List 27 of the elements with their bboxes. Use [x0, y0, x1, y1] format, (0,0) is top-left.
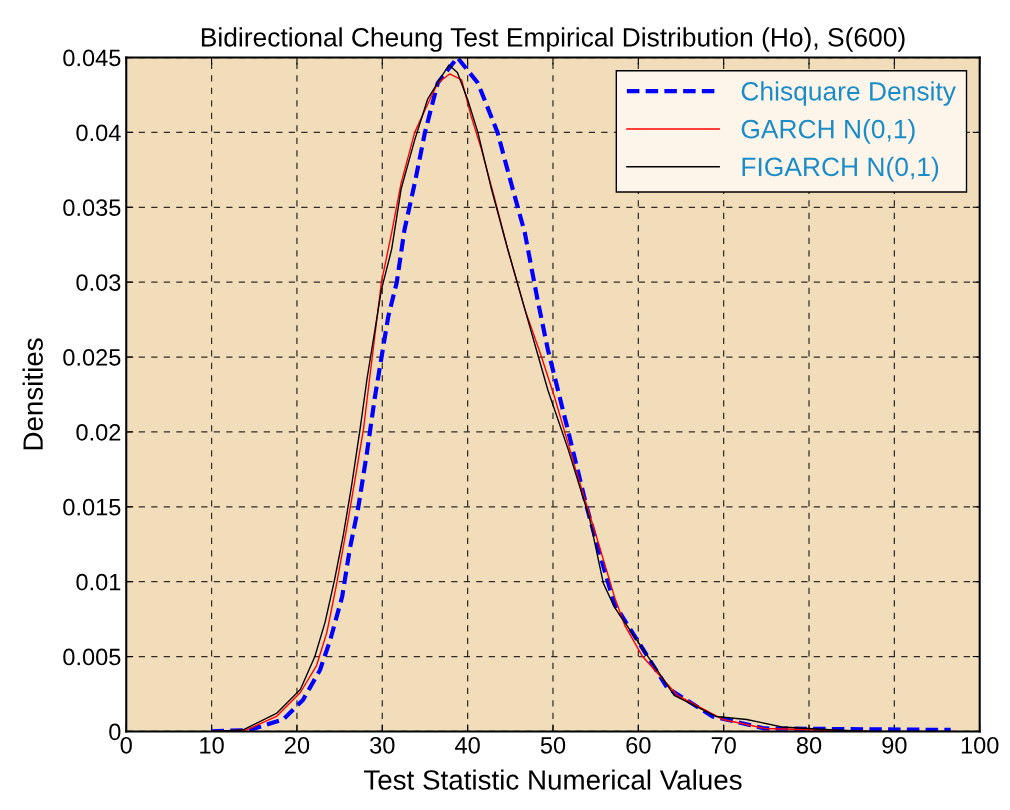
y-tick-label: 0.025	[63, 349, 121, 366]
legend-label: Chisquare Density	[741, 81, 956, 106]
y-tick-label: 0.015	[63, 498, 121, 516]
legend-label: GARCH N(0,1)	[741, 119, 915, 144]
x-tick-label: 10	[200, 736, 224, 754]
x-axis-title: Test Statistic Numerical Values	[363, 769, 742, 790]
x-tick-label: 90	[882, 736, 907, 754]
x-tick-label: 80	[796, 736, 822, 754]
y-tick-label: 0.005	[63, 648, 121, 666]
x-tick-label: 40	[455, 736, 480, 754]
y-tick-label: 0.03	[76, 274, 121, 291]
x-tick-label: 60	[626, 736, 651, 754]
y-axis-title: Densities	[22, 338, 43, 450]
legend-label: FIGARCH N(0,1)	[742, 156, 939, 182]
x-tick-label: 70	[711, 736, 736, 754]
y-tick-label: 0.04	[76, 124, 121, 142]
y-tick-label: 0.02	[76, 423, 121, 441]
y-tick-label: 0.01	[76, 573, 121, 591]
y-tick-label: 0.035	[63, 199, 121, 217]
chart-title: Bidirectional Cheung Test Empirical Distribution (Ho), S(600)	[201, 27, 905, 52]
x-tick-label: 30	[370, 736, 395, 754]
x-tick-label: 0	[120, 736, 132, 754]
y-tick-label: 0.045	[63, 49, 121, 67]
x-tick-label: 20	[285, 736, 310, 754]
x-tick-label: 50	[540, 736, 566, 754]
x-tick-label: 100	[961, 736, 999, 754]
y-tick-label: 0	[109, 723, 121, 741]
